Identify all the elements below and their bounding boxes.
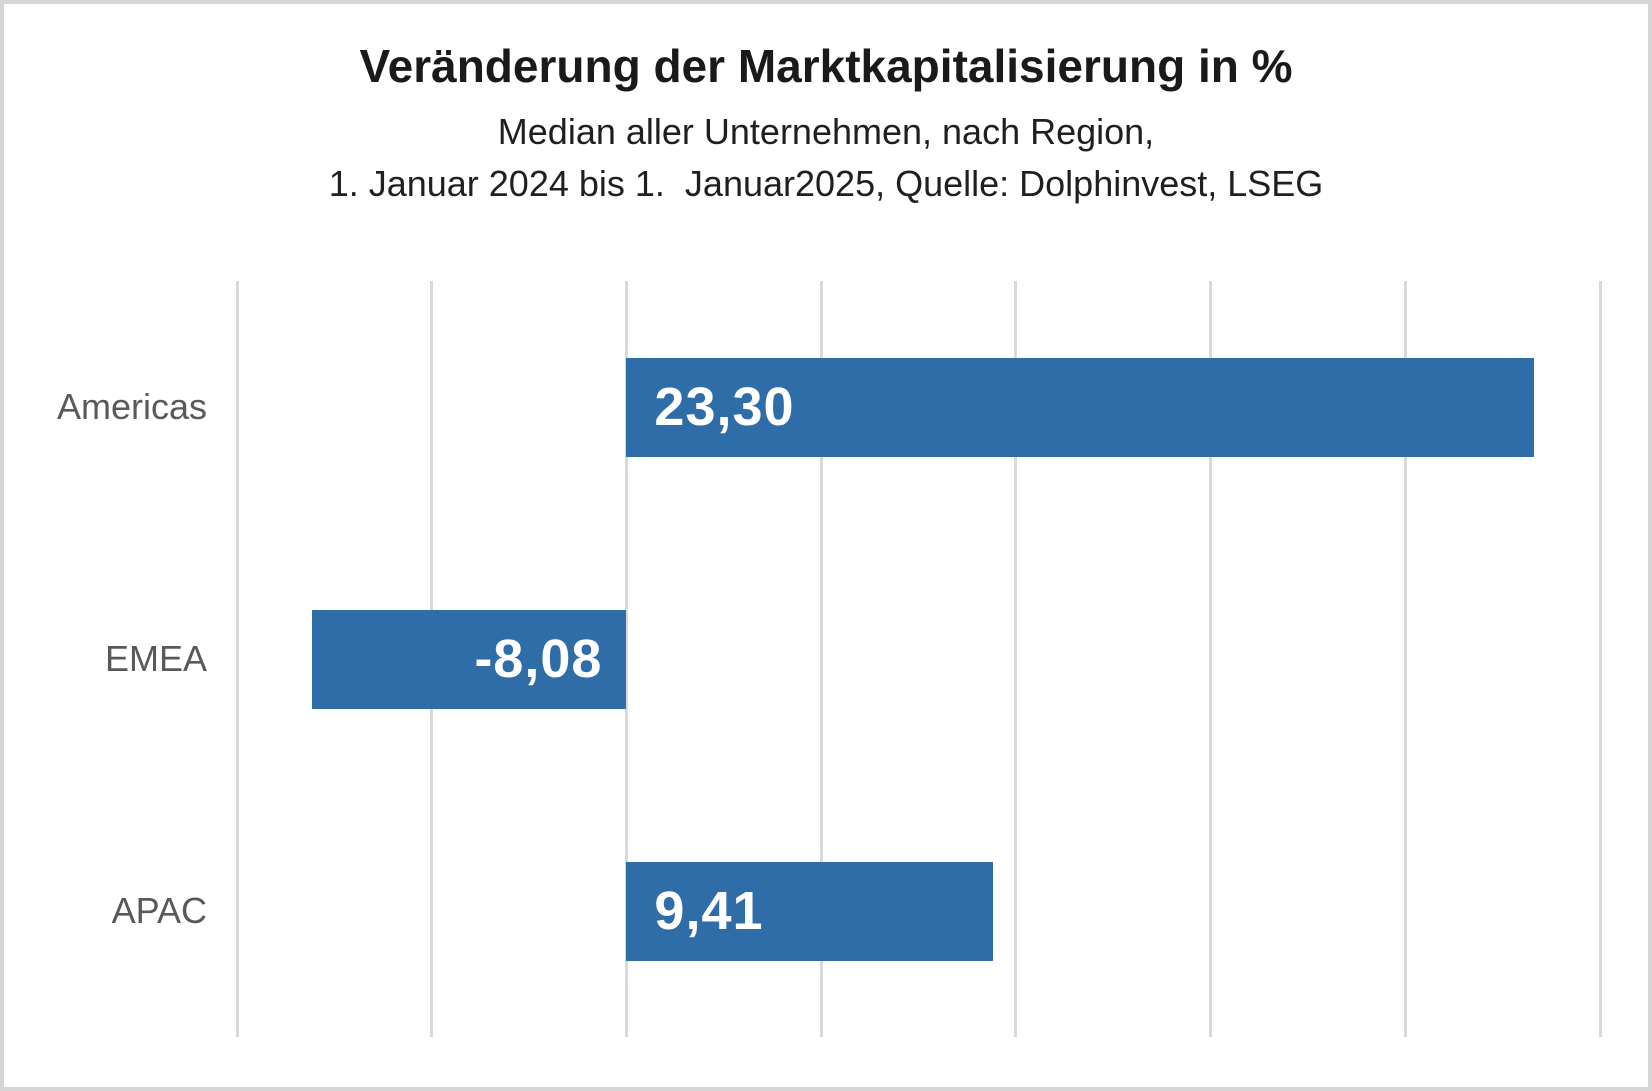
gridline-x-0 (624, 281, 628, 1037)
category-label-emea: EMEA (104, 638, 207, 679)
category-label-apac: APAC (111, 890, 207, 931)
bar-americas: 23,30 (626, 357, 1534, 457)
gridline-x-20 (1403, 281, 1407, 1037)
chart-subtitle-line2: 1. Januar 2024 bis 1. Januar2025, Quelle… (328, 163, 1324, 204)
bar-value-label-emea: -8,08 (474, 629, 603, 689)
plot-area: 23,30 -8,08 9,41 (235, 281, 1602, 1037)
bar-apac: 9,41 (626, 861, 993, 961)
gridline-x-15 (1209, 281, 1213, 1037)
bar-value-label-apac: 9,41 (654, 881, 764, 941)
bar-emea: -8,08 (311, 609, 627, 709)
chart-title: Veränderung der Marktkapitalisierung in … (359, 40, 1293, 92)
gridline-x-5 (819, 281, 823, 1037)
category-label-americas: Americas (56, 386, 207, 427)
chart-header: Veränderung der Marktkapitalisierung in … (4, 38, 1648, 210)
bar-value-label-americas: 23,30 (654, 377, 795, 437)
gridline-x-25 (1598, 281, 1602, 1037)
gridline-x-10 (1014, 281, 1018, 1037)
gridline-x--10 (235, 281, 239, 1037)
chart-subtitle-line1: Median aller Unternehmen, nach Region, (497, 111, 1155, 152)
